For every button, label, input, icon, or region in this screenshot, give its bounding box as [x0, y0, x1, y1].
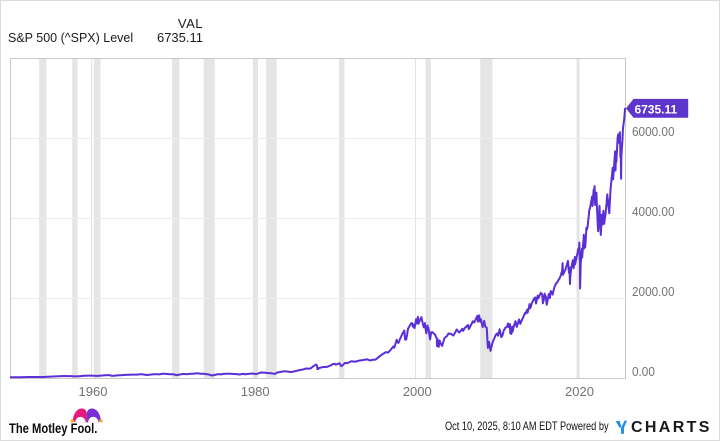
- svg-text:6735.11: 6735.11: [634, 102, 677, 116]
